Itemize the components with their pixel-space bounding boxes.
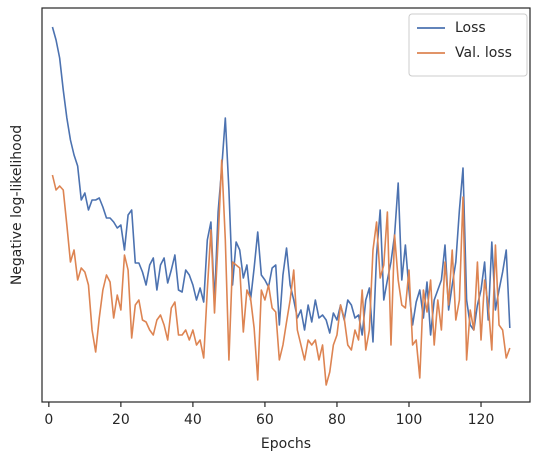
legend-box bbox=[408, 13, 528, 77]
y-axis-label: Negative log-likelihood bbox=[9, 125, 25, 285]
legend: Loss Val. loss bbox=[408, 13, 528, 77]
series-line bbox=[51, 26, 511, 343]
x-tick-label: 40 bbox=[184, 412, 202, 428]
x-tick-label: 100 bbox=[396, 412, 423, 428]
legend-label: Val. loss bbox=[455, 45, 512, 61]
x-tick-label: 60 bbox=[256, 412, 274, 428]
series-line bbox=[51, 159, 511, 386]
x-axis-label: Epochs bbox=[261, 436, 311, 452]
x-tick-label: 0 bbox=[44, 412, 53, 428]
x-tick-label: 20 bbox=[112, 412, 130, 428]
plot-frame bbox=[41, 7, 531, 403]
x-tick-label: 120 bbox=[468, 412, 495, 428]
x-tick-label: 80 bbox=[328, 412, 346, 428]
legend-label: Loss bbox=[455, 20, 486, 36]
